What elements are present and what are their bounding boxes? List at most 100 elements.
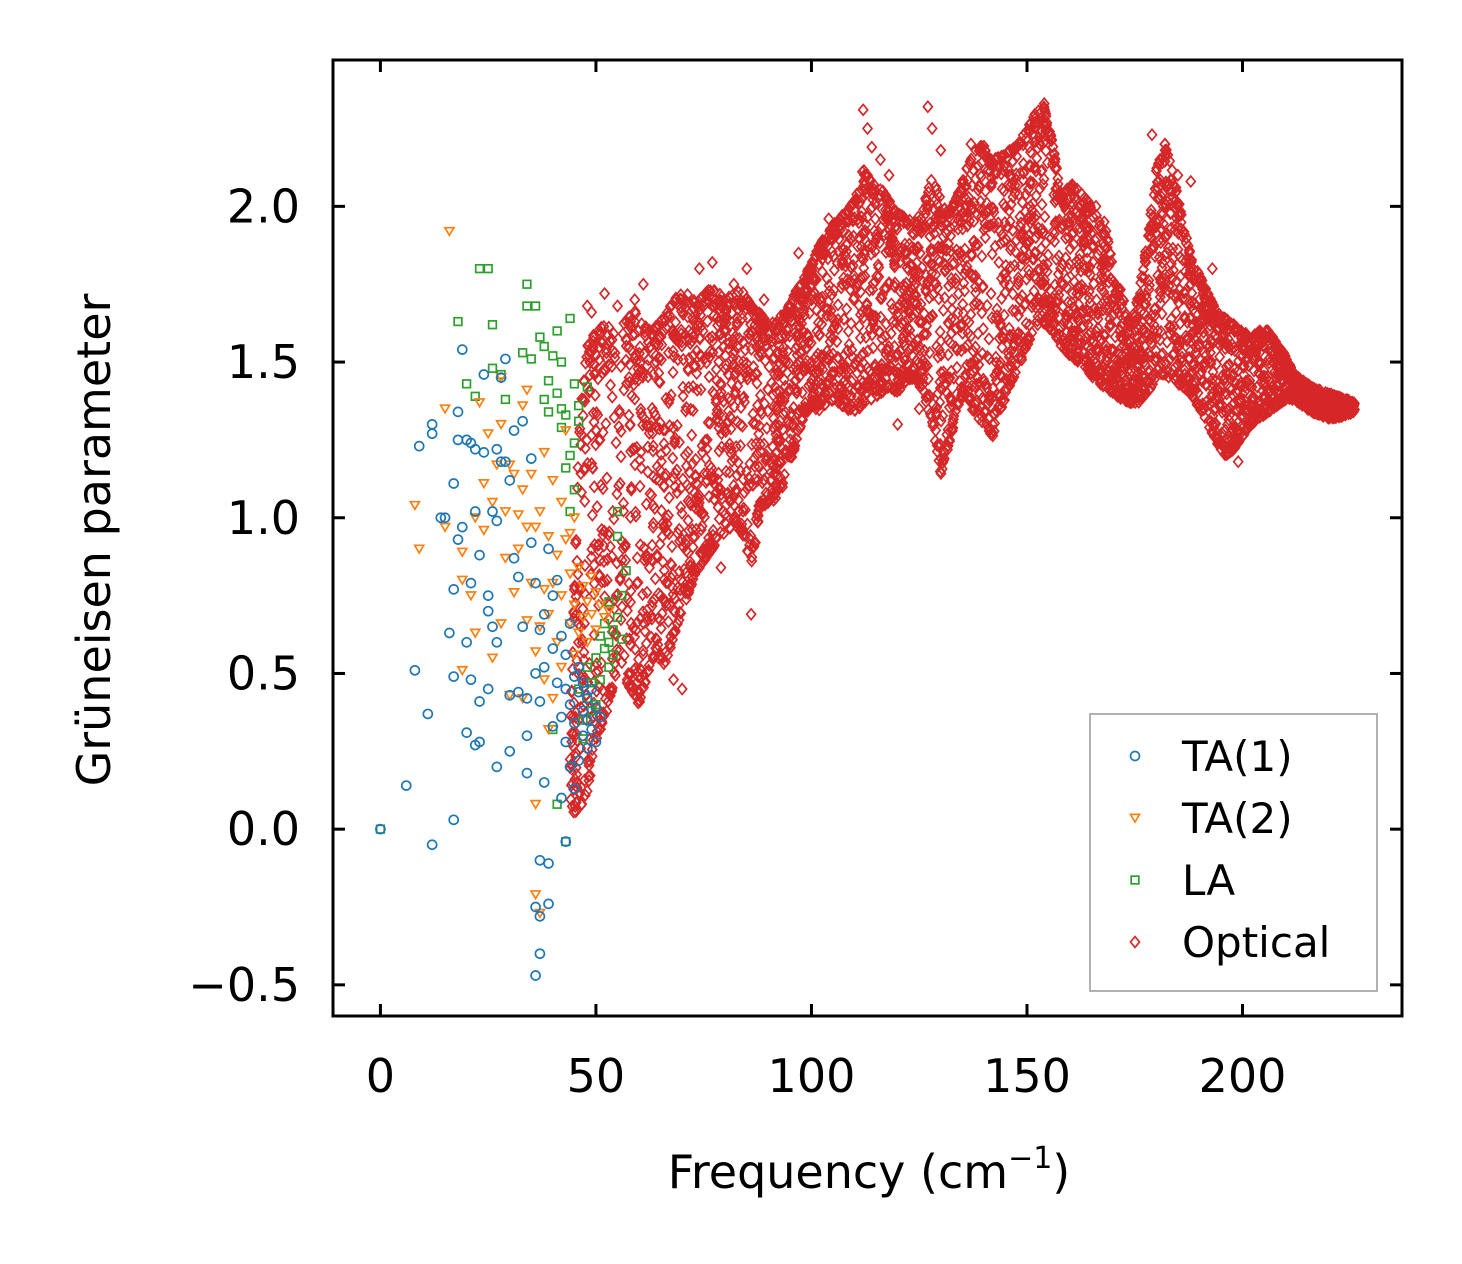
optical-point [629, 392, 641, 406]
optical-point [859, 378, 871, 393]
optical-point [601, 471, 613, 485]
optical-point [666, 539, 678, 554]
optical-point [857, 346, 870, 360]
optical-point [1116, 302, 1128, 316]
optical-point [813, 328, 825, 343]
optical-point [651, 548, 663, 562]
optical-point [802, 335, 815, 350]
optical-point [616, 553, 628, 567]
optical-point [999, 286, 1011, 300]
optical-point [732, 455, 744, 470]
optical-point [686, 326, 698, 340]
optical-point [737, 295, 749, 309]
optical-point [624, 417, 636, 432]
optical-point [1331, 401, 1344, 415]
optical-point [921, 327, 933, 341]
optical-point [667, 365, 679, 380]
optical-point [1138, 270, 1150, 285]
optical-point [1078, 235, 1090, 249]
optical-point [874, 325, 886, 339]
optical-point [1195, 273, 1207, 287]
optical-point [660, 511, 673, 526]
optical-point [1124, 395, 1137, 410]
optical-point [676, 682, 688, 696]
optical-point [1133, 291, 1145, 306]
optical-point [894, 376, 906, 391]
optical-point [918, 327, 930, 342]
optical-point [1116, 347, 1129, 362]
optical-point [978, 374, 990, 389]
optical-point [1041, 264, 1053, 279]
optical-point [923, 291, 935, 305]
optical-point [658, 563, 670, 578]
optical-point [601, 552, 614, 566]
optical-point [572, 567, 584, 581]
optical-point [789, 439, 801, 453]
optical-point [867, 193, 879, 207]
optical-point [843, 337, 855, 352]
optical-point [914, 246, 926, 260]
optical-point [880, 317, 892, 331]
optical-point [1214, 397, 1226, 411]
optical-point [1306, 381, 1319, 395]
optical-point [945, 326, 958, 340]
optical-point [659, 314, 672, 328]
optical-point [581, 784, 593, 798]
optical-point [866, 140, 878, 154]
optical-point [731, 468, 743, 482]
optical-point [995, 149, 1008, 163]
optical-point [1139, 387, 1152, 401]
optical-point [712, 481, 724, 496]
optical-point [1124, 355, 1137, 369]
optical-point [886, 315, 899, 329]
optical-point [697, 289, 709, 304]
optical-point [815, 373, 827, 387]
optical-point [961, 161, 973, 175]
optical-point [599, 363, 612, 378]
optical-point [772, 483, 784, 498]
optical-point [987, 429, 999, 443]
optical-point [953, 374, 966, 388]
optical-point [1030, 230, 1042, 245]
optical-point [947, 399, 959, 413]
optical-point [1229, 320, 1241, 334]
optical-point [1055, 261, 1067, 276]
optical-point [625, 616, 637, 630]
optical-point [985, 171, 998, 185]
optical-point [626, 389, 638, 403]
optical-point [593, 598, 605, 613]
optical-point [869, 244, 881, 259]
optical-point [570, 767, 583, 782]
optical-point [1228, 362, 1241, 376]
optical-point [653, 374, 665, 389]
optical-point [753, 427, 765, 441]
optical-point [635, 461, 647, 475]
optical-point [713, 421, 725, 435]
optical-point [673, 522, 685, 537]
optical-point [1066, 341, 1078, 356]
optical-point [572, 635, 585, 650]
optical-point [613, 419, 625, 434]
optical-point [679, 300, 691, 315]
optical-point [827, 359, 839, 373]
optical-point [729, 388, 741, 402]
optical-point [687, 572, 699, 586]
optical-point [1030, 189, 1042, 203]
optical-point [617, 541, 629, 556]
optical-point [999, 215, 1011, 230]
optical-point [826, 287, 838, 302]
optical-point [1213, 431, 1225, 445]
optical-point [981, 298, 993, 313]
optical-point [689, 529, 701, 544]
optical-point [1169, 193, 1181, 208]
optical-point [1133, 372, 1146, 386]
optical-point [913, 402, 925, 416]
optical-point [1206, 376, 1218, 390]
optical-point [1217, 368, 1229, 382]
optical-point [647, 367, 659, 382]
optical-point [789, 308, 802, 322]
optical-point [816, 390, 828, 404]
optical-point [921, 389, 933, 404]
optical-point [715, 385, 727, 399]
optical-point [1155, 324, 1167, 339]
